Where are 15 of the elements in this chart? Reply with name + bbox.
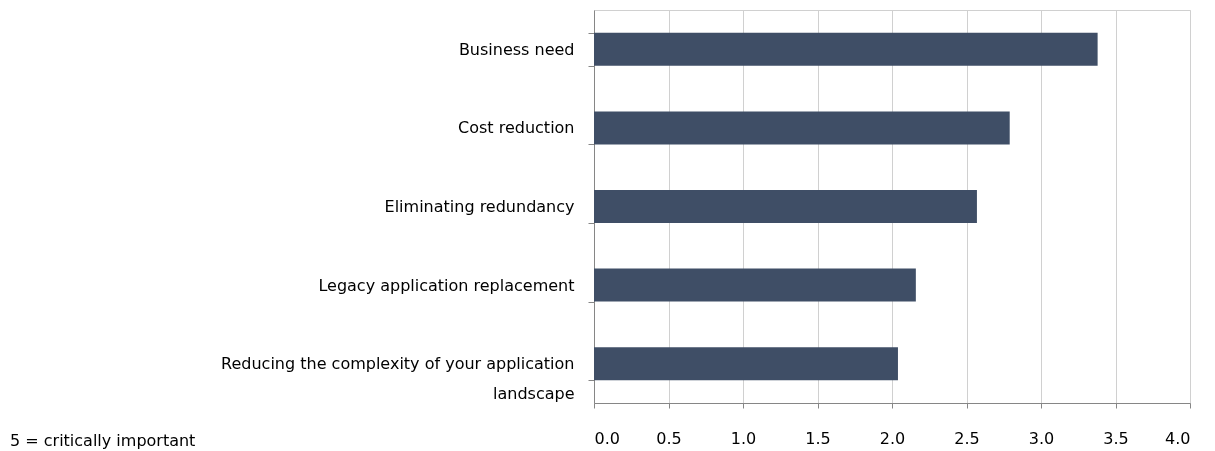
- x-tick-label: 1.0: [730, 428, 757, 448]
- x-tick-label: 4.0: [1165, 428, 1191, 448]
- y-tick-label: Eliminating redundancy: [384, 197, 575, 216]
- x-tick-label: 2.0: [879, 428, 906, 448]
- x-tick-label: 2.5: [954, 428, 980, 448]
- y-tick-label: Reducing the complexity of your application landscape: [221, 354, 575, 404]
- y-tick-label: Business need: [458, 39, 575, 59]
- x-tick-label: 3.5: [1103, 428, 1129, 448]
- x-tick-label: 0.5: [656, 428, 682, 448]
- x-tick-label: 1.5: [805, 428, 831, 448]
- x-tick-label: 3.0: [1028, 428, 1055, 448]
- text: 5 = critically important: [10, 431, 196, 450]
- y-tick-label: Cost reduction: [458, 118, 575, 138]
- y-tick-label: Legacy application replacement: [318, 275, 575, 295]
- x-tick-label: 0.0: [594, 428, 620, 448]
